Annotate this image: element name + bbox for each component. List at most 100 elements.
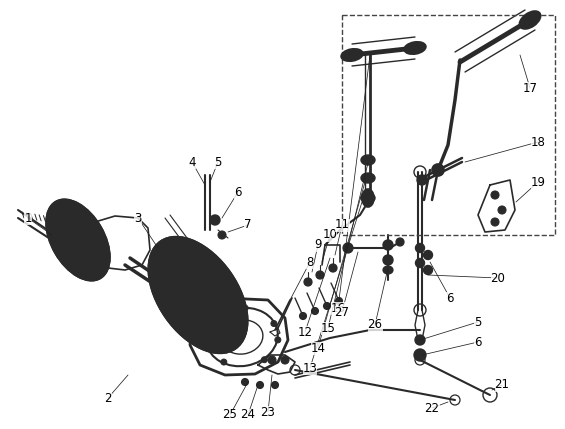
Circle shape (417, 175, 427, 185)
Text: 16: 16 (331, 302, 346, 314)
Text: 6: 6 (474, 335, 482, 348)
Circle shape (336, 297, 342, 305)
Circle shape (306, 280, 310, 284)
Circle shape (272, 381, 279, 389)
Circle shape (425, 268, 431, 272)
Circle shape (221, 359, 227, 365)
Text: 2: 2 (105, 392, 112, 405)
Text: 14: 14 (311, 341, 325, 354)
Ellipse shape (364, 175, 372, 181)
Bar (342, 15, 555, 235)
Ellipse shape (46, 200, 110, 280)
Text: 20: 20 (490, 272, 506, 284)
Circle shape (212, 217, 218, 223)
Circle shape (271, 320, 277, 326)
Text: 26: 26 (367, 318, 383, 332)
Text: 23: 23 (260, 405, 276, 419)
Ellipse shape (361, 173, 375, 183)
Circle shape (216, 299, 223, 306)
Circle shape (186, 257, 193, 264)
Ellipse shape (362, 189, 374, 207)
Circle shape (63, 217, 69, 223)
Circle shape (268, 356, 276, 364)
Circle shape (318, 273, 322, 277)
Text: 22: 22 (424, 402, 440, 414)
Ellipse shape (404, 42, 426, 54)
Text: 7: 7 (244, 218, 252, 232)
Text: 25: 25 (223, 408, 237, 422)
Ellipse shape (364, 195, 372, 201)
Circle shape (435, 167, 441, 173)
Circle shape (311, 308, 319, 314)
Text: 5: 5 (474, 315, 482, 329)
Circle shape (418, 260, 423, 266)
Text: 19: 19 (531, 175, 545, 188)
Circle shape (218, 231, 226, 239)
Circle shape (493, 193, 497, 197)
Circle shape (173, 304, 181, 311)
Ellipse shape (341, 49, 363, 61)
Text: 27: 27 (334, 305, 350, 318)
Ellipse shape (361, 193, 375, 203)
Circle shape (329, 264, 337, 272)
Circle shape (493, 220, 497, 224)
Circle shape (383, 255, 393, 265)
Text: 12: 12 (298, 326, 312, 338)
Circle shape (304, 278, 312, 286)
Text: 11: 11 (334, 218, 350, 232)
Circle shape (91, 246, 97, 252)
Text: 6: 6 (234, 185, 242, 199)
Circle shape (424, 251, 432, 260)
Circle shape (432, 164, 444, 176)
Text: 6: 6 (446, 291, 454, 305)
Circle shape (425, 253, 431, 257)
Ellipse shape (364, 157, 372, 163)
Circle shape (82, 263, 89, 269)
Circle shape (257, 381, 263, 389)
Circle shape (418, 245, 423, 251)
Text: 18: 18 (531, 136, 545, 148)
Text: 8: 8 (306, 256, 314, 269)
Circle shape (331, 266, 335, 270)
Circle shape (396, 238, 404, 246)
Ellipse shape (149, 237, 247, 353)
Circle shape (275, 337, 281, 343)
Ellipse shape (519, 11, 541, 29)
Circle shape (343, 243, 353, 253)
Circle shape (491, 191, 499, 199)
Circle shape (210, 215, 220, 225)
Text: 24: 24 (241, 408, 255, 422)
Circle shape (82, 211, 89, 217)
Circle shape (383, 240, 393, 250)
Circle shape (414, 349, 426, 361)
Circle shape (281, 356, 289, 364)
Circle shape (241, 378, 249, 386)
Text: 10: 10 (323, 229, 337, 242)
Circle shape (415, 335, 425, 345)
Circle shape (205, 324, 211, 330)
Text: 17: 17 (523, 82, 537, 94)
Text: 15: 15 (320, 321, 336, 335)
Circle shape (62, 255, 68, 261)
Circle shape (316, 271, 324, 279)
Circle shape (198, 328, 205, 335)
Circle shape (424, 266, 432, 275)
Text: 1: 1 (24, 211, 32, 224)
Circle shape (500, 208, 504, 212)
Ellipse shape (383, 266, 393, 274)
Circle shape (491, 218, 499, 226)
Circle shape (262, 357, 267, 363)
Circle shape (210, 265, 217, 272)
Ellipse shape (361, 155, 375, 165)
Circle shape (324, 302, 331, 309)
Circle shape (415, 259, 424, 268)
Text: 4: 4 (188, 155, 195, 169)
Text: 9: 9 (314, 239, 321, 251)
Text: 13: 13 (303, 362, 318, 375)
Circle shape (416, 351, 424, 359)
Circle shape (415, 244, 424, 253)
Text: 3: 3 (134, 211, 142, 224)
Text: 21: 21 (494, 378, 510, 392)
Circle shape (498, 206, 506, 214)
Circle shape (299, 312, 306, 320)
